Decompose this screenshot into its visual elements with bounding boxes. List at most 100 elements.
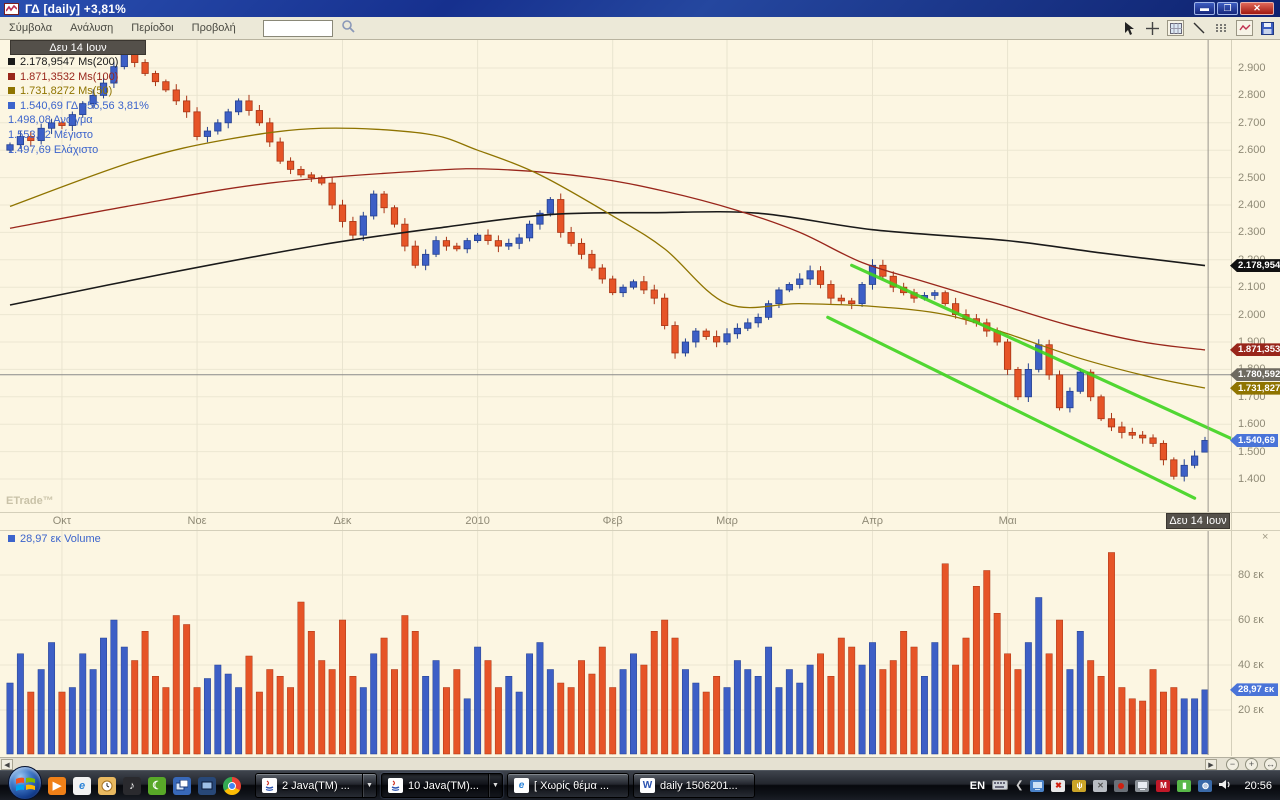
- candle: [1087, 371, 1095, 398]
- screen-share-tray-icon[interactable]: [1114, 779, 1129, 792]
- price-axis-separator: [0, 512, 1280, 513]
- candle: [141, 62, 149, 74]
- zoom-in-button[interactable]: +: [1245, 758, 1258, 771]
- pointer-tool-icon[interactable]: [1121, 20, 1138, 36]
- menu-periods[interactable]: Περίοδοι: [131, 22, 174, 34]
- network-tray-icon[interactable]: ◍: [1198, 779, 1213, 792]
- candle: [151, 73, 160, 83]
- music-player-icon[interactable]: ♪: [123, 776, 141, 795]
- volume-bar: [37, 669, 45, 755]
- volume-bar: [837, 637, 845, 755]
- chart-canvas[interactable]: [0, 0, 1280, 757]
- cursor-date-axis-box: Δευ 14 Ιουν: [1166, 513, 1230, 529]
- menu-analysis[interactable]: Ανάλυση: [70, 22, 114, 34]
- symbol-search-input[interactable]: [262, 19, 333, 37]
- cursor-date-box: Δευ 14 Ιουν: [10, 40, 146, 55]
- candle: [276, 141, 284, 162]
- taskbar-clock[interactable]: 20:56: [1244, 779, 1272, 792]
- taskbar-window-java-2[interactable]: 2 Java(TM) ... ▼: [255, 773, 377, 798]
- minimize-button[interactable]: ▬: [1194, 2, 1215, 15]
- volume-bar: [100, 637, 107, 755]
- power-tray-icon[interactable]: ▮: [1177, 779, 1192, 792]
- restore-button[interactable]: ❐: [1217, 2, 1238, 15]
- volume-bar: [817, 653, 824, 755]
- taskbar-window-browser[interactable]: e [ Χωρίς θέμα ...: [507, 773, 629, 798]
- menu-symbols[interactable]: Σύμβολα: [9, 22, 53, 34]
- price-tag: 1.540,69: [1230, 433, 1278, 447]
- candle: [1191, 455, 1199, 466]
- volume-bar: [578, 660, 585, 755]
- trendline-tool-icon[interactable]: [1190, 20, 1207, 36]
- scroll-left-button[interactable]: ◀: [1, 759, 13, 770]
- volume-bar: [1180, 698, 1188, 755]
- volume-bar: [131, 660, 139, 755]
- channel-lower-line[interactable]: [826, 315, 1197, 500]
- volume-bar: [723, 687, 731, 755]
- volume-bar: [889, 660, 897, 755]
- chart-style-tool-icon[interactable]: [1236, 20, 1253, 36]
- horizontal-scrollbar[interactable]: ◀ ▶ − + ↔: [0, 757, 1280, 771]
- internet-explorer-icon[interactable]: e: [73, 776, 91, 795]
- volume-bar: [318, 660, 326, 755]
- java-icon: [262, 778, 277, 793]
- price-tag: 1.731,827: [1230, 381, 1280, 395]
- media-player-icon[interactable]: ▶: [48, 776, 66, 795]
- grid-tool-icon[interactable]: [1167, 20, 1184, 36]
- candle: [494, 240, 502, 247]
- group-expand-arrow[interactable]: ▼: [488, 774, 502, 797]
- close-button[interactable]: ✕: [1240, 2, 1274, 15]
- candle: [1066, 390, 1074, 409]
- volume-bar: [744, 669, 752, 755]
- volume-bar: [193, 687, 201, 755]
- monitor-tray-icon[interactable]: [1135, 779, 1150, 792]
- volume-bar: [765, 646, 773, 755]
- candle: [837, 297, 845, 302]
- display-settings-tray-icon[interactable]: [1030, 779, 1045, 792]
- alert-tray-icon[interactable]: ✖: [1051, 779, 1066, 792]
- keyboard-icon[interactable]: [992, 777, 1009, 795]
- volume-bar: [79, 653, 87, 755]
- candle: [775, 289, 783, 305]
- volume-tray-icon[interactable]: [1219, 777, 1231, 795]
- candle: [827, 284, 835, 299]
- chrome-icon[interactable]: [223, 776, 241, 795]
- channel-upper-line[interactable]: [850, 263, 1233, 441]
- offline-tray-icon[interactable]: ✕: [1093, 779, 1108, 792]
- candle: [1014, 368, 1022, 398]
- wireless-tray-icon[interactable]: ψ: [1072, 779, 1087, 792]
- taskbar-window-java-10[interactable]: 10 Java(TM)... ▼: [381, 773, 503, 798]
- volume-bar: [494, 687, 502, 755]
- crosshair-tool-icon[interactable]: [1144, 20, 1161, 36]
- clock-app-icon[interactable]: [98, 776, 116, 795]
- dots-grid-tool-icon[interactable]: [1213, 20, 1230, 36]
- forex-m-tray-icon[interactable]: M: [1156, 779, 1171, 792]
- candle: [297, 168, 305, 176]
- close-volume-panel-icon[interactable]: ×: [1262, 531, 1269, 543]
- candle: [931, 292, 939, 296]
- save-tool-icon[interactable]: [1259, 20, 1276, 36]
- task-buttons: 2 Java(TM) ... ▼ 10 Java(TM)... ▼ e [ Χω…: [255, 773, 755, 798]
- y-axis-tick: 2.900: [1238, 62, 1266, 74]
- language-indicator[interactable]: EN: [969, 779, 986, 792]
- group-expand-arrow[interactable]: ▼: [362, 774, 376, 797]
- taskbar-window-word-doc[interactable]: W daily 1506201...: [633, 773, 755, 798]
- search-icon[interactable]: [341, 19, 355, 38]
- tray-expand-icon[interactable]: ❮: [1015, 780, 1024, 791]
- start-button[interactable]: [8, 765, 42, 800]
- menu-view[interactable]: Προβολή: [191, 22, 236, 34]
- volume-bar: [692, 682, 700, 755]
- scroll-right-button[interactable]: ▶: [1205, 759, 1217, 770]
- candle: [806, 270, 814, 280]
- candle: [557, 199, 565, 233]
- show-desktop-icon[interactable]: [198, 776, 216, 795]
- window-switcher-icon[interactable]: [173, 776, 191, 795]
- volume-bar: [1056, 619, 1063, 755]
- java-icon: [388, 778, 403, 793]
- candle: [1097, 396, 1105, 420]
- x-axis-label: Μαρ: [716, 515, 738, 527]
- volume-bar: [287, 687, 295, 755]
- wave-app-icon[interactable]: ☾: [148, 776, 166, 795]
- volume-bar: [1035, 597, 1043, 755]
- candle: [1055, 374, 1064, 409]
